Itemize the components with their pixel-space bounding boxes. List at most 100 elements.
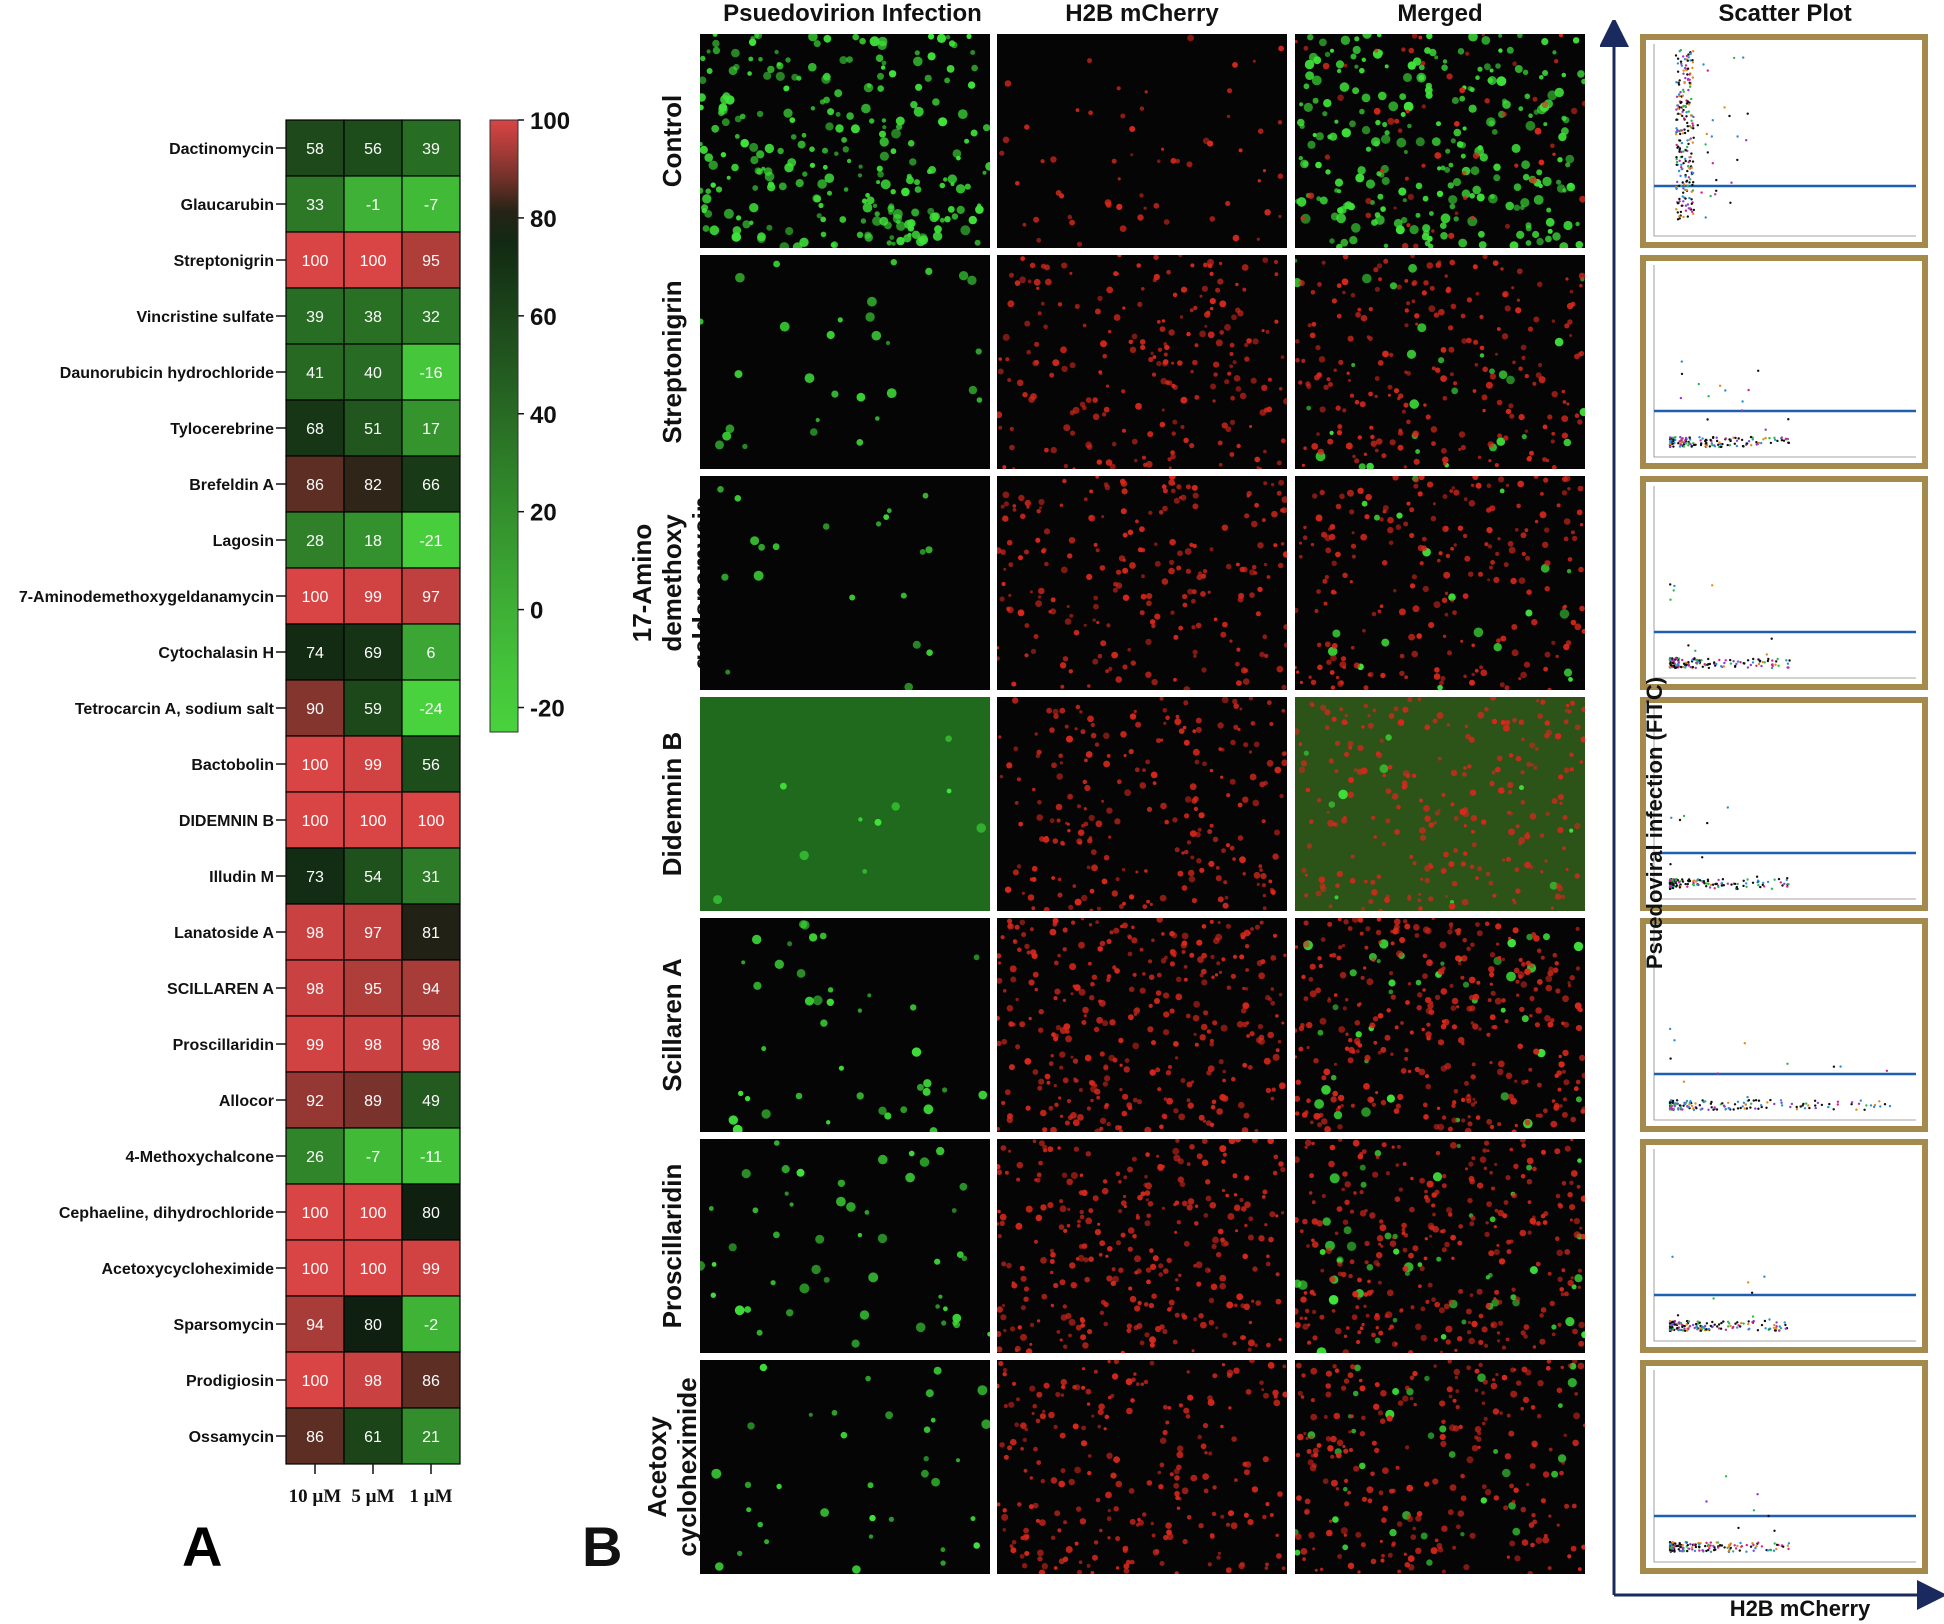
mcherry-image (997, 255, 1287, 469)
heatmap-cell-value: 86 (306, 477, 324, 494)
heatmap-cell (401, 679, 461, 737)
infection-image (700, 1360, 990, 1574)
heatmap-cell (285, 567, 345, 625)
heatmap-cell-value: 95 (364, 981, 382, 998)
heatmap-cell (285, 287, 345, 345)
heatmap-cell-value: 100 (302, 757, 329, 774)
mcherry-image (997, 1360, 1287, 1574)
heatmap-cell (343, 231, 403, 289)
merged-image (1295, 918, 1585, 1132)
heatmap-cell-value: 69 (364, 645, 382, 662)
heatmap-chart: Dactinomycin 58 56 39 Glaucarubin 33 -1 -7 Strep… (19, 108, 570, 1578)
colorbar-tick-label: -20 (530, 696, 565, 723)
heatmap-row-label: Brefeldin A (189, 477, 274, 494)
mcherry-image (997, 1139, 1287, 1353)
colorbar-tick-label: 100 (530, 108, 570, 135)
heatmap-cell (343, 1351, 403, 1409)
heatmap-cell-value: -21 (419, 533, 442, 550)
heatmap-cell-value: 90 (306, 701, 324, 718)
colorbar-tick-label: 40 (530, 402, 557, 429)
merged-image (1295, 1360, 1585, 1574)
heatmap-cell (285, 1127, 345, 1185)
heatmap-cell-value: 28 (306, 533, 324, 550)
heatmap-cell (401, 959, 461, 1017)
heatmap-cell (285, 791, 345, 849)
heatmap-cell (401, 1351, 461, 1409)
heatmap-cell (401, 903, 461, 961)
heatmap-cell-value: -7 (424, 197, 438, 214)
heatmap-cell-value: 31 (422, 869, 440, 886)
heatmap-cell-value: 89 (364, 1093, 382, 1110)
heatmap-row-label: Streptonigrin (174, 253, 274, 270)
merged-image (1295, 255, 1585, 469)
infection-image (700, 1139, 990, 1353)
heatmap-cell-value: 100 (360, 813, 387, 830)
heatmap-cell (343, 119, 403, 177)
colorbar (489, 119, 519, 733)
heatmap-cell (343, 287, 403, 345)
mcherry-image (997, 476, 1287, 690)
heatmap-cell-value: 98 (364, 1373, 382, 1390)
heatmap-row-label: Bactobolin (191, 757, 274, 774)
scatter-plot (1640, 255, 1928, 469)
heatmap-cell-value: 97 (364, 925, 382, 942)
heatmap-row-label: SCILLAREN A (167, 981, 274, 998)
heatmap-cell-value: 98 (306, 925, 324, 942)
heatmap-row-label: Ossamycin (189, 1429, 274, 1446)
heatmap-cell-value: -24 (419, 701, 442, 718)
heatmap-cell-value: 94 (306, 1317, 324, 1334)
heatmap-cell (401, 343, 461, 401)
heatmap-cell-value: 38 (364, 309, 382, 326)
heatmap-row-label: Cephaeline, dihydrochloride (59, 1205, 274, 1222)
scatter-xlabel: H2B mCherry (1729, 1596, 1871, 1621)
heatmap-row-label: Prodigiosin (186, 1373, 274, 1390)
merged-image (1295, 476, 1585, 690)
heatmap-cell (343, 567, 403, 625)
heatmap-cell-value: 33 (306, 197, 324, 214)
heatmap-cell-value: 97 (422, 589, 440, 606)
heatmap-cell-value: 26 (306, 1149, 324, 1166)
heatmap-cell-value: 100 (360, 1205, 387, 1222)
heatmap-row-label: Proscillaridin (173, 1037, 274, 1054)
heatmap-row-label: Tylocerebrine (170, 421, 274, 438)
heatmap-row-label: Sparsomycin (174, 1317, 274, 1334)
heatmap-cell-value: 6 (427, 645, 436, 662)
heatmap-cell-value: 56 (364, 141, 382, 158)
heatmap-cell (401, 623, 461, 681)
heatmap-cell-value: 86 (422, 1373, 440, 1390)
heatmap-cell-value: -7 (366, 1149, 380, 1166)
heatmap-cell-value: 100 (418, 813, 445, 830)
colorbar-tick-label: 0 (530, 598, 543, 625)
heatmap-cell-value: 100 (360, 1261, 387, 1278)
heatmap-cell-value: 100 (302, 1205, 329, 1222)
heatmap-cell (285, 175, 345, 233)
heatmap-cell (343, 1183, 403, 1241)
heatmap-cell (343, 1295, 403, 1353)
heatmap-cell (401, 567, 461, 625)
infection-image (700, 918, 990, 1132)
heatmap-cell (401, 399, 461, 457)
heatmap-cell-value: 58 (306, 141, 324, 158)
heatmap-cell-value: 39 (306, 309, 324, 326)
scatter-plot (1640, 1360, 1928, 1574)
heatmap-cell-value: -16 (419, 365, 442, 382)
merged-image (1295, 1139, 1585, 1353)
heatmap-cell (343, 511, 403, 569)
heatmap-cell-value: 98 (364, 1037, 382, 1054)
heatmap-cell (401, 1071, 461, 1129)
heatmap-cell-value: 99 (422, 1261, 440, 1278)
heatmap-row-label: Daunorubicin hydrochloride (60, 365, 274, 382)
colorbar-tick-label: 60 (530, 304, 557, 331)
heatmap-cell-value: 100 (302, 253, 329, 270)
heatmap-row-label: Cytochalasin H (158, 645, 274, 662)
heatmap-cell (285, 455, 345, 513)
heatmap-cell (285, 623, 345, 681)
heatmap-cell (285, 903, 345, 961)
scatter-plot (1640, 697, 1928, 911)
infection-image (700, 255, 990, 469)
heatmap-row-label: Allocor (219, 1093, 274, 1110)
heatmap-cell-value: 32 (422, 309, 440, 326)
heatmap-cell-value: 100 (302, 589, 329, 606)
heatmap-cell (401, 455, 461, 513)
heatmap-cell-value: 41 (306, 365, 324, 382)
